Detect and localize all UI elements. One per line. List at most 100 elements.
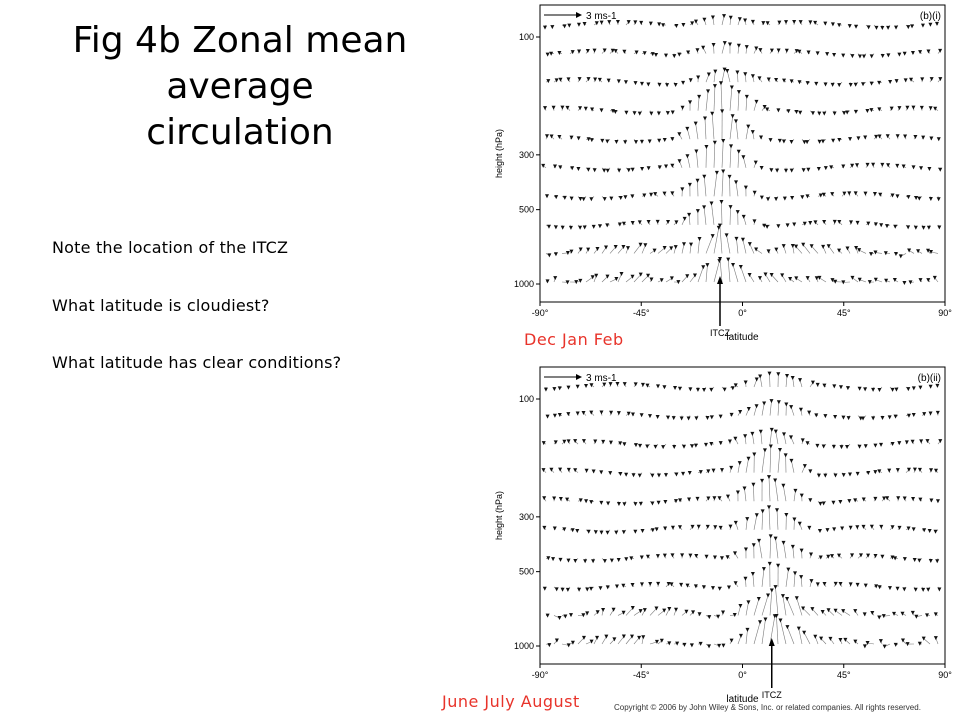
vector-arrowhead	[743, 434, 748, 439]
vector-arrowhead	[638, 272, 643, 277]
wind-vector	[768, 477, 771, 502]
vector-arrowhead	[669, 276, 674, 281]
vector-arrowhead	[790, 375, 795, 380]
vector-arrowhead	[773, 429, 778, 434]
wind-vector	[697, 267, 704, 283]
vector-arrowhead	[741, 155, 746, 160]
vector-arrowhead	[677, 52, 682, 57]
vector-arrowhead	[613, 109, 618, 114]
wind-vector	[930, 251, 939, 254]
vector-arrowhead	[722, 67, 727, 72]
vector-arrowhead	[670, 191, 675, 196]
wind-vector	[790, 437, 795, 445]
vector-arrowhead	[929, 77, 934, 82]
wind-vector	[721, 16, 725, 26]
vector-arrowhead	[815, 582, 820, 587]
vector-arrowhead	[877, 134, 882, 139]
vector-arrowhead	[738, 604, 743, 609]
vector-arrowhead	[702, 205, 707, 210]
vector-arrowhead	[578, 278, 583, 283]
vector-arrowhead	[783, 168, 788, 173]
vector-arrowhead	[547, 253, 552, 258]
vector-arrowhead	[821, 244, 826, 249]
vector-arrowhead	[705, 415, 710, 420]
vector-arrowhead	[682, 242, 687, 247]
vector-arrowhead	[821, 501, 826, 506]
vector-arrowhead	[647, 139, 652, 144]
vector-arrowhead	[845, 246, 850, 251]
wind-vector	[727, 259, 731, 283]
wind-vector	[769, 401, 772, 416]
vector-arrowhead	[790, 244, 795, 249]
vector-arrowhead	[817, 275, 822, 280]
vector-arrowhead	[759, 166, 764, 171]
vector-arrowhead	[853, 609, 858, 614]
vector-arrowhead	[677, 132, 682, 137]
vector-arrowhead	[632, 111, 637, 116]
vector-arrowhead	[919, 105, 924, 110]
vector-arrowhead	[557, 50, 562, 55]
vector-arrowhead	[833, 279, 838, 284]
vector-arrowhead	[614, 276, 619, 281]
vector-arrowhead	[690, 524, 695, 529]
vector-arrowhead	[841, 609, 846, 614]
vector-arrowhead	[637, 635, 642, 640]
chart-djf: 3 ms-1 (b)(i) 100 300 500 1000 -90° -45° 0° 45° 90…	[488, 0, 960, 345]
vector-arrowhead	[807, 525, 812, 530]
wind-vector	[812, 608, 819, 616]
vector-arrowhead	[822, 383, 827, 388]
vector-arrowhead	[757, 76, 762, 81]
vector-arrowhead	[589, 639, 594, 644]
vector-arrowhead	[702, 174, 707, 179]
vector-arrowhead	[558, 77, 563, 82]
vector-arrowhead	[821, 139, 826, 144]
vector-arrowhead	[738, 633, 743, 638]
wind-vector	[649, 641, 658, 645]
vector-arrowhead	[652, 248, 657, 253]
vector-arrowhead	[633, 20, 638, 25]
vector-arrowhead	[800, 195, 805, 200]
vector-arrowhead	[747, 242, 752, 247]
vector-arrowhead	[717, 496, 722, 501]
vector-arrowhead	[626, 168, 631, 173]
wind-vector	[745, 96, 748, 111]
wind-vector	[761, 511, 763, 530]
vector-arrowhead	[605, 168, 610, 173]
vector-arrowhead	[783, 453, 788, 458]
vector-arrowhead	[554, 78, 559, 83]
vector-arrowhead	[687, 182, 692, 187]
vector-arrowhead	[550, 25, 555, 30]
vector-arrowhead	[853, 191, 858, 196]
wind-vector	[755, 249, 763, 254]
vector-arrowhead	[640, 167, 645, 172]
vector-arrowhead	[649, 192, 654, 197]
vector-arrowhead	[649, 111, 654, 116]
wind-vector	[705, 235, 713, 254]
wind-vector	[802, 608, 811, 616]
vector-arrowhead	[744, 45, 749, 50]
vector-arrowhead	[877, 615, 882, 620]
vector-arrowhead	[709, 201, 714, 206]
vector-arrowhead	[869, 108, 874, 113]
vector-arrowhead	[736, 43, 741, 48]
wind-vector	[814, 636, 819, 645]
vector-arrowhead	[758, 374, 763, 379]
vector-arrowhead	[593, 77, 598, 82]
vector-arrowhead	[912, 557, 917, 562]
vector-arrowhead	[728, 15, 733, 20]
vector-arrowhead	[573, 559, 578, 564]
wind-vector	[737, 151, 740, 168]
vector-arrowhead	[900, 638, 905, 643]
vector-arrowhead	[625, 246, 630, 251]
vector-arrowhead	[841, 415, 846, 420]
wind-vector	[617, 246, 624, 254]
wind-vector	[845, 639, 851, 645]
vector-arrowhead	[872, 192, 877, 197]
wind-vector	[633, 274, 641, 283]
vector-arrowhead	[861, 54, 866, 59]
vector-arrowhead	[832, 111, 837, 116]
wind-vector	[726, 70, 731, 83]
wind-vector	[617, 612, 624, 616]
vector-arrowhead	[894, 79, 899, 84]
vector-arrowhead	[728, 524, 733, 529]
